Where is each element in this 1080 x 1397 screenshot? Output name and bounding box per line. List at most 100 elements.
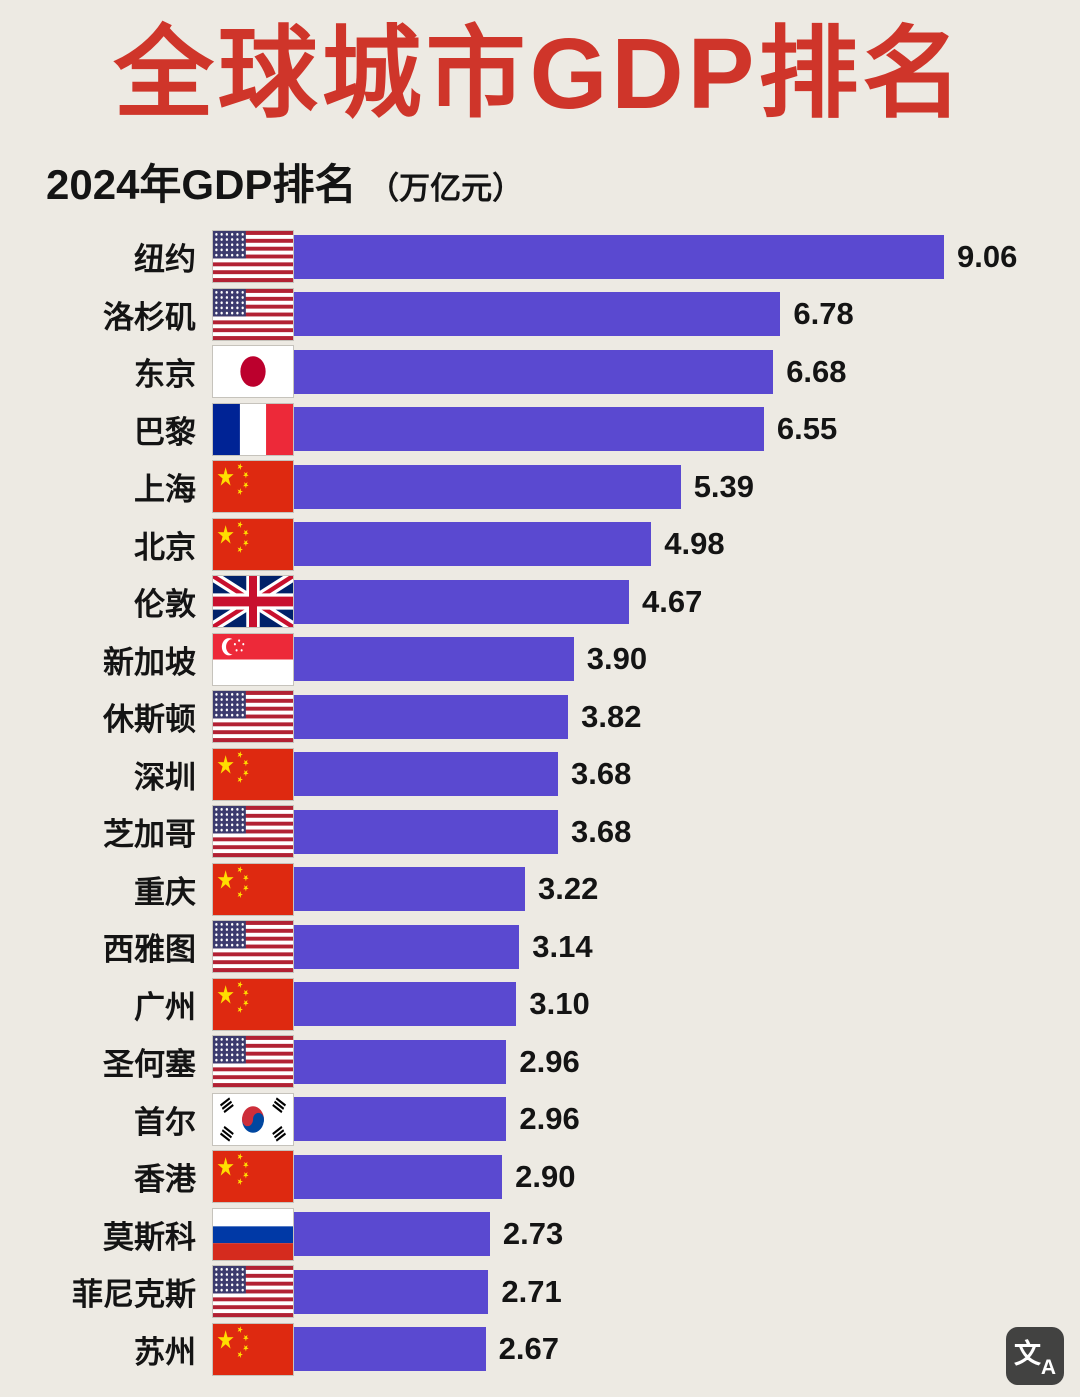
city-label: 苏州 <box>134 1334 196 1370</box>
flag-gb-icon <box>212 575 294 629</box>
gdp-bar <box>294 1154 503 1199</box>
gdp-bar <box>294 1269 489 1314</box>
value-label: 3.10 <box>529 986 590 1022</box>
gdp-bar <box>294 809 558 854</box>
city-label: 深圳 <box>134 759 196 795</box>
chart-row: 重庆 3.22 <box>10 861 1080 919</box>
city-label: 芝加哥 <box>103 817 196 853</box>
gdp-bar <box>294 464 681 509</box>
chart-row: 香港 2.90 <box>10 1148 1080 1206</box>
value-label: 2.96 <box>519 1101 580 1137</box>
flag-us-icon <box>212 230 294 284</box>
subtitle-text: 2024年GDP排名 <box>46 161 357 208</box>
city-label: 广州 <box>134 989 196 1025</box>
chart-row: 新加坡 3.90 <box>10 631 1080 689</box>
chart-rows: 纽约 9.06 洛杉矶 6.78 东京 6.68 巴黎 6.55 上海 5.39 北京 4.98 伦敦 4… <box>0 228 1080 1378</box>
translate-icon-latin: A <box>1040 1356 1056 1379</box>
value-label: 6.68 <box>786 353 847 389</box>
gdp-bar <box>294 752 558 797</box>
chart-row: 深圳 3.68 <box>10 746 1080 804</box>
flag-ru-icon <box>212 1207 294 1261</box>
flag-cn-icon <box>212 747 294 801</box>
gdp-bar <box>294 292 781 337</box>
value-label: 3.90 <box>586 641 648 677</box>
flag-cn-icon <box>212 977 294 1031</box>
flag-kr-icon <box>212 1092 294 1146</box>
city-label: 首尔 <box>134 1104 196 1140</box>
value-label: 3.14 <box>532 928 593 964</box>
gdp-bar <box>294 694 569 739</box>
chart-row: 西雅图 3.14 <box>10 918 1080 976</box>
gdp-bar <box>294 407 764 452</box>
city-label: 伦敦 <box>134 587 196 623</box>
gdp-bar <box>294 867 525 912</box>
chart-row: 上海 5.39 <box>10 458 1080 516</box>
translate-icon: 文 <box>1014 1339 1041 1369</box>
chart-row: 芝加哥 3.68 <box>10 803 1080 861</box>
value-label: 2.71 <box>501 1273 562 1309</box>
chart-row: 洛杉矶 6.78 <box>10 286 1080 344</box>
city-label: 洛杉矶 <box>103 299 196 335</box>
gdp-bar <box>294 349 774 394</box>
flag-us-icon <box>212 1035 294 1089</box>
city-label: 纽约 <box>134 242 196 278</box>
gdp-bar <box>294 1097 507 1142</box>
chart-row: 东京 6.68 <box>10 343 1080 401</box>
city-label: 巴黎 <box>134 414 196 450</box>
chart-row: 巴黎 6.55 <box>10 401 1080 459</box>
city-label: 北京 <box>134 529 196 565</box>
flag-sg-icon <box>212 632 294 686</box>
chart-row: 休斯顿 3.82 <box>10 688 1080 746</box>
city-label: 新加坡 <box>103 644 196 680</box>
gdp-bar <box>294 234 944 279</box>
flag-us-icon <box>212 920 294 974</box>
value-label: 2.73 <box>502 1216 564 1252</box>
flag-us-icon <box>212 1265 294 1319</box>
gdp-bar <box>294 522 652 567</box>
subtitle-unit: （万亿元） <box>368 171 524 206</box>
value-label: 3.22 <box>538 871 599 907</box>
chart-row: 苏州 2.67 <box>10 1321 1080 1379</box>
gdp-bar <box>294 924 520 969</box>
chart-row: 首尔 2.96 <box>10 1091 1080 1149</box>
chart-row: 圣何塞 2.96 <box>10 1033 1080 1091</box>
gdp-bar <box>294 579 629 624</box>
flag-cn-icon <box>212 1150 294 1204</box>
value-label: 6.78 <box>793 296 854 332</box>
chart-row: 莫斯科 2.73 <box>10 1206 1080 1264</box>
chart-row: 伦敦 4.67 <box>10 573 1080 631</box>
flag-cn-icon <box>212 517 294 571</box>
value-label: 2.90 <box>515 1158 576 1194</box>
gdp-bar <box>294 982 517 1027</box>
value-label: 2.67 <box>498 1331 559 1367</box>
flag-fr-icon <box>212 402 294 456</box>
value-label: 4.98 <box>664 526 725 562</box>
value-label: 9.06 <box>957 238 1018 274</box>
flag-us-icon <box>212 805 294 859</box>
city-label: 莫斯科 <box>103 1219 196 1255</box>
city-label: 西雅图 <box>103 932 196 968</box>
value-label: 3.68 <box>571 756 632 792</box>
chart-row: 北京 4.98 <box>10 516 1080 574</box>
flag-cn-icon <box>212 1322 294 1376</box>
translate-button[interactable]: 文 A <box>1006 1327 1064 1385</box>
value-label: 3.82 <box>581 698 642 734</box>
gdp-bar <box>294 1327 486 1372</box>
flag-cn-icon <box>212 862 294 916</box>
value-label: 3.68 <box>571 813 632 849</box>
chart-row: 纽约 9.06 <box>10 228 1080 286</box>
chart-row: 菲尼克斯 2.71 <box>10 1263 1080 1321</box>
value-label: 5.39 <box>693 468 755 504</box>
page-title: 全球城市GDP排名 <box>113 18 967 130</box>
city-label: 上海 <box>134 472 196 508</box>
value-label: 4.67 <box>642 583 703 619</box>
city-label: 香港 <box>134 1162 196 1198</box>
flag-jp-icon <box>212 345 294 399</box>
gdp-bar <box>294 1039 507 1084</box>
gdp-bar <box>294 637 574 682</box>
city-label: 圣何塞 <box>103 1047 196 1083</box>
city-label: 东京 <box>134 357 196 393</box>
flag-us-icon <box>212 287 294 341</box>
chart-subtitle: 2024年GDP排名 （万亿元） <box>46 151 1080 212</box>
